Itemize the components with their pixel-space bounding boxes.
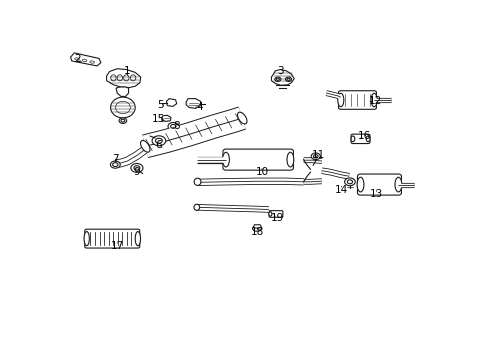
Circle shape — [346, 180, 352, 184]
Text: 8: 8 — [173, 121, 180, 131]
Circle shape — [344, 178, 354, 186]
Polygon shape — [271, 69, 294, 85]
Ellipse shape — [337, 93, 343, 107]
FancyBboxPatch shape — [223, 149, 293, 170]
Polygon shape — [106, 69, 141, 87]
Circle shape — [311, 153, 320, 159]
Text: 13: 13 — [369, 189, 382, 199]
Ellipse shape — [366, 136, 369, 142]
Circle shape — [152, 136, 165, 146]
FancyBboxPatch shape — [357, 174, 401, 195]
Text: 2: 2 — [74, 54, 81, 64]
Polygon shape — [70, 53, 101, 66]
Text: 18: 18 — [250, 227, 264, 237]
Text: 14: 14 — [334, 185, 347, 194]
Ellipse shape — [115, 101, 130, 114]
Ellipse shape — [130, 75, 136, 81]
Ellipse shape — [356, 177, 363, 192]
Circle shape — [110, 161, 120, 168]
Circle shape — [121, 119, 124, 122]
Ellipse shape — [194, 204, 199, 210]
Polygon shape — [116, 87, 128, 96]
Text: 7: 7 — [112, 154, 119, 164]
Ellipse shape — [140, 140, 150, 152]
Ellipse shape — [84, 231, 89, 246]
Ellipse shape — [90, 61, 94, 63]
Ellipse shape — [268, 212, 271, 216]
Ellipse shape — [350, 136, 354, 142]
Text: 11: 11 — [311, 150, 325, 159]
FancyBboxPatch shape — [350, 134, 369, 144]
Ellipse shape — [110, 97, 135, 118]
Ellipse shape — [237, 112, 246, 124]
Ellipse shape — [222, 152, 229, 167]
Ellipse shape — [340, 93, 373, 108]
Text: 19: 19 — [270, 213, 283, 224]
Polygon shape — [166, 99, 176, 107]
FancyBboxPatch shape — [84, 229, 140, 248]
Polygon shape — [252, 225, 262, 231]
Circle shape — [134, 166, 140, 170]
Ellipse shape — [111, 75, 116, 81]
Circle shape — [168, 122, 178, 130]
Ellipse shape — [75, 58, 79, 60]
Ellipse shape — [394, 177, 401, 192]
Text: 17: 17 — [110, 241, 123, 251]
Ellipse shape — [123, 75, 129, 81]
Text: 4: 4 — [196, 102, 203, 112]
Circle shape — [285, 77, 291, 81]
Ellipse shape — [117, 75, 122, 81]
Ellipse shape — [82, 59, 87, 62]
Text: 12: 12 — [368, 96, 382, 107]
Text: 10: 10 — [255, 167, 268, 177]
Circle shape — [119, 118, 126, 123]
Text: 6: 6 — [155, 140, 162, 150]
Ellipse shape — [286, 152, 293, 167]
Circle shape — [155, 138, 162, 143]
Circle shape — [131, 163, 142, 172]
Text: 1: 1 — [124, 66, 130, 76]
Circle shape — [313, 155, 317, 158]
FancyBboxPatch shape — [268, 211, 282, 217]
Ellipse shape — [194, 178, 201, 185]
Text: 3: 3 — [277, 66, 284, 76]
Ellipse shape — [370, 93, 376, 107]
Ellipse shape — [135, 231, 140, 246]
Circle shape — [286, 78, 289, 80]
FancyBboxPatch shape — [338, 91, 376, 109]
Circle shape — [170, 125, 176, 128]
Circle shape — [276, 78, 279, 80]
Circle shape — [112, 163, 118, 167]
Text: 5: 5 — [157, 100, 163, 110]
Text: 9: 9 — [133, 167, 140, 177]
Polygon shape — [186, 99, 200, 108]
Text: 16: 16 — [357, 131, 370, 141]
Polygon shape — [161, 115, 171, 121]
Circle shape — [274, 77, 280, 81]
Text: 15: 15 — [152, 114, 165, 125]
